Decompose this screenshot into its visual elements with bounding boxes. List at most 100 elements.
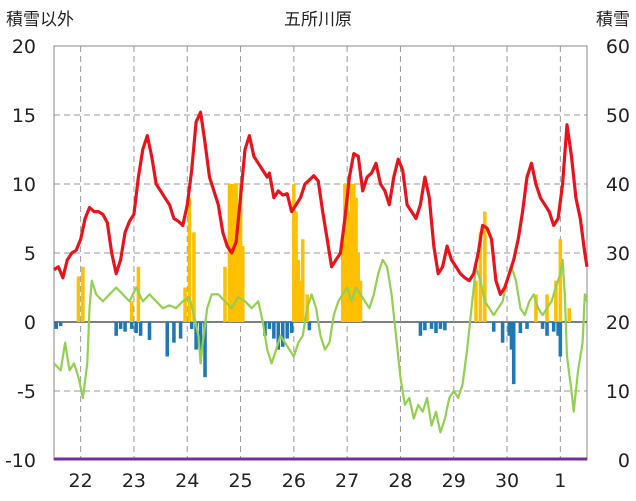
day-label: 27 bbox=[335, 470, 359, 492]
snow-plus-bar bbox=[234, 184, 238, 322]
snow-plus-bar bbox=[300, 239, 305, 322]
snow-minus-bar bbox=[58, 322, 63, 327]
y-left-tick-label: 20 bbox=[12, 36, 36, 58]
snow-minus-bar bbox=[138, 322, 143, 336]
snow-plus-bar bbox=[349, 184, 354, 322]
snow-plus-bar bbox=[558, 239, 563, 322]
y-right-tick-label: 20 bbox=[606, 312, 630, 334]
snow-minus-bar bbox=[511, 322, 516, 385]
snow-minus-bar bbox=[114, 322, 118, 336]
snow-minus-bar bbox=[280, 322, 285, 347]
snow-minus-bar bbox=[551, 322, 556, 332]
snow-plus-bar bbox=[192, 232, 196, 322]
snow-plus-bar bbox=[296, 259, 301, 322]
snow-minus-bar bbox=[178, 322, 183, 339]
snow-minus-bar bbox=[134, 322, 138, 334]
dewpoint-line bbox=[53, 258, 589, 434]
snow-plus-bar bbox=[358, 280, 363, 322]
chart-title: 五所川原 bbox=[284, 10, 352, 30]
snow-minus-bar bbox=[438, 322, 443, 329]
snow-plus-bar bbox=[187, 197, 192, 322]
snow-minus-bar bbox=[129, 322, 134, 329]
snow-plus-bar bbox=[294, 211, 298, 322]
snow-plus-bar bbox=[343, 184, 347, 322]
snow-plus-bar bbox=[129, 301, 134, 322]
day-label: 29 bbox=[442, 470, 466, 492]
snow-minus-bar bbox=[443, 322, 447, 331]
snow-minus-bar bbox=[147, 322, 152, 340]
snow-plus-bar bbox=[483, 211, 487, 322]
y-right-tick-label: 40 bbox=[606, 174, 630, 196]
day-label: 25 bbox=[228, 470, 252, 492]
snow-plus-bar bbox=[298, 280, 303, 322]
snow-minus-bar bbox=[198, 322, 203, 353]
snow-minus-bar bbox=[518, 322, 523, 334]
y-left-tick-label: 15 bbox=[12, 105, 36, 127]
snow-plus-bar bbox=[232, 184, 236, 322]
y-right-tick-label: 0 bbox=[618, 450, 630, 472]
snow-plus-bar bbox=[534, 294, 538, 322]
snow-plus-bar bbox=[340, 239, 345, 322]
y-right-tick-label: 10 bbox=[606, 381, 630, 403]
snow-plus-bar bbox=[554, 280, 558, 322]
snow-minus-bar bbox=[165, 322, 170, 357]
snow-plus-bar bbox=[352, 184, 356, 322]
day-label: 28 bbox=[388, 470, 412, 492]
y-left-label: 積雪以外 bbox=[6, 10, 74, 30]
snow-minus-bar bbox=[500, 322, 505, 343]
snow-minus-bar bbox=[525, 322, 529, 329]
snow-plus-bar bbox=[227, 184, 232, 322]
day-label: 22 bbox=[69, 470, 93, 492]
y-right-tick-label: 50 bbox=[606, 105, 630, 127]
snow-plus-bar bbox=[76, 276, 81, 322]
snow-minus-bar bbox=[118, 322, 123, 329]
snow-minus-bar bbox=[558, 322, 563, 357]
y-right-tick-label: 30 bbox=[606, 243, 630, 265]
snow-minus-bar bbox=[307, 322, 312, 331]
snow-plus-bar bbox=[81, 266, 85, 322]
snow-minus-bar bbox=[507, 322, 512, 336]
y-right-tick-label: 60 bbox=[606, 36, 630, 58]
snow-minus-bar bbox=[54, 322, 58, 329]
day-label: 26 bbox=[282, 470, 306, 492]
day-label: 23 bbox=[122, 470, 146, 492]
y-right-label: 積雪 bbox=[596, 10, 630, 30]
snow-minus-bar bbox=[491, 322, 496, 332]
axis-labels: 20 60 15 50 10 40 5 30 0 20 -5 10 -10 0 22 23 24 25 26 27 28… bbox=[5, 36, 630, 492]
snow-minus-bar bbox=[418, 322, 423, 336]
snow-plus-bar bbox=[474, 280, 478, 322]
snow-plus-bar bbox=[356, 253, 361, 322]
day-label: 24 bbox=[175, 470, 199, 492]
snow-minus-bar bbox=[285, 322, 289, 339]
day-label: 1 bbox=[554, 470, 566, 492]
snow-plus-bar bbox=[347, 211, 352, 322]
y-left-tick-label: 10 bbox=[12, 174, 36, 196]
snow-plus-bar bbox=[223, 266, 227, 322]
snow-minus-bar bbox=[189, 322, 194, 329]
snow-minus-bar bbox=[172, 322, 176, 343]
y-left-tick-label: -10 bbox=[5, 450, 36, 472]
snow-plus-bar bbox=[345, 184, 349, 322]
snow-plus-bar bbox=[354, 197, 358, 322]
snow-minus-bar bbox=[434, 322, 438, 334]
snow-minus-bar bbox=[276, 322, 281, 350]
snow-plus-bar bbox=[240, 246, 245, 322]
snow-minus-bar bbox=[556, 322, 560, 336]
snow-minus-bar bbox=[545, 322, 549, 336]
snow-minus-bar bbox=[123, 322, 127, 332]
series-lines bbox=[53, 110, 589, 461]
snow-plus-bar bbox=[567, 308, 572, 322]
snow-minus-bar bbox=[423, 322, 427, 331]
y-left-tick-label: -5 bbox=[17, 381, 36, 403]
snow-minus-bar bbox=[203, 322, 207, 378]
snow-minus-bar bbox=[540, 322, 545, 329]
snow-minus-bar bbox=[429, 322, 434, 329]
y-left-tick-label: 0 bbox=[24, 312, 36, 334]
snow-minus-bar bbox=[272, 322, 276, 339]
snow-plus-bar bbox=[236, 225, 241, 322]
snow-minus-bar bbox=[267, 322, 272, 329]
snow-plus-bar bbox=[238, 184, 243, 322]
temperature-line bbox=[53, 110, 589, 296]
snow-plus-bar bbox=[292, 184, 296, 322]
